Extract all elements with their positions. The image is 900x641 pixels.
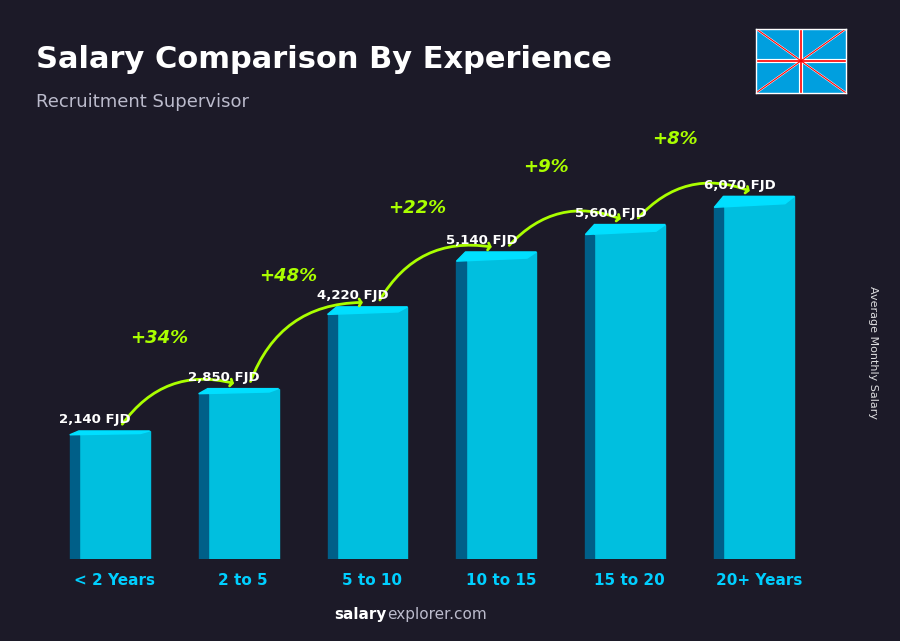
Text: +9%: +9% xyxy=(523,158,569,176)
Text: 6,070 FJD: 6,070 FJD xyxy=(704,179,775,192)
Bar xyxy=(208,388,279,559)
Text: +22%: +22% xyxy=(388,199,446,217)
Bar xyxy=(456,261,465,559)
Text: Recruitment Supervisor: Recruitment Supervisor xyxy=(36,93,249,111)
Text: +8%: +8% xyxy=(652,130,698,148)
Text: 2,140 FJD: 2,140 FJD xyxy=(59,413,130,426)
Polygon shape xyxy=(585,224,665,235)
Bar xyxy=(337,307,408,559)
Text: Average Monthly Salary: Average Monthly Salary xyxy=(868,286,878,419)
Bar xyxy=(328,315,337,559)
Bar xyxy=(724,197,794,559)
Text: 4,220 FJD: 4,220 FJD xyxy=(317,289,389,303)
Text: explorer.com: explorer.com xyxy=(387,607,487,622)
Bar xyxy=(585,235,594,559)
Text: +48%: +48% xyxy=(259,267,318,285)
Polygon shape xyxy=(715,197,794,207)
Bar xyxy=(79,431,149,559)
Text: +34%: +34% xyxy=(130,329,188,347)
Polygon shape xyxy=(456,252,536,261)
Text: Salary Comparison By Experience: Salary Comparison By Experience xyxy=(36,45,612,74)
Bar xyxy=(594,224,665,559)
Text: salary: salary xyxy=(335,607,387,622)
Text: 5,600 FJD: 5,600 FJD xyxy=(574,207,646,220)
Bar xyxy=(70,435,79,559)
Polygon shape xyxy=(199,388,279,394)
Polygon shape xyxy=(328,307,408,315)
Bar xyxy=(199,394,208,559)
Text: 2,850 FJD: 2,850 FJD xyxy=(188,371,259,384)
Text: 5,140 FJD: 5,140 FJD xyxy=(446,235,518,247)
Polygon shape xyxy=(70,431,149,435)
Bar xyxy=(715,207,724,559)
Bar xyxy=(465,252,536,559)
